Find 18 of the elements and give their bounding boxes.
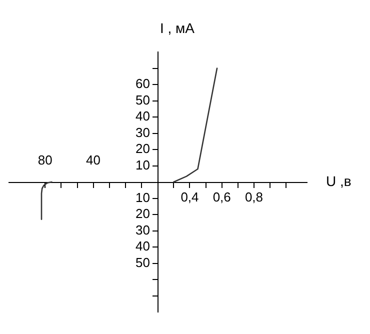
y-tick-label: 40: [136, 108, 150, 124]
x2-tick-label: 40: [86, 152, 101, 168]
y-tick-label: 20: [136, 141, 150, 156]
y-tick-label: 40: [136, 238, 150, 254]
y-tick-label: 20: [136, 206, 150, 222]
y-tick-label: 30: [136, 124, 150, 140]
x-axis-title: U ,в: [326, 173, 352, 189]
y-axis-title: I , мА: [160, 20, 195, 36]
x-tick-label: 0,4: [180, 189, 199, 204]
y-tick-label: 30: [136, 222, 150, 238]
x-tick-label: 0,6: [212, 189, 231, 204]
y-tick-label: 50: [136, 254, 150, 270]
y-tick-label: 50: [136, 92, 150, 108]
y-tick-label: 10: [136, 190, 150, 205]
y-tick-label: 60: [136, 76, 150, 92]
y-tick-label: 10: [136, 157, 150, 172]
x-tick-label: 0,8: [244, 189, 264, 204]
x2-tick-label: 80: [38, 152, 52, 168]
